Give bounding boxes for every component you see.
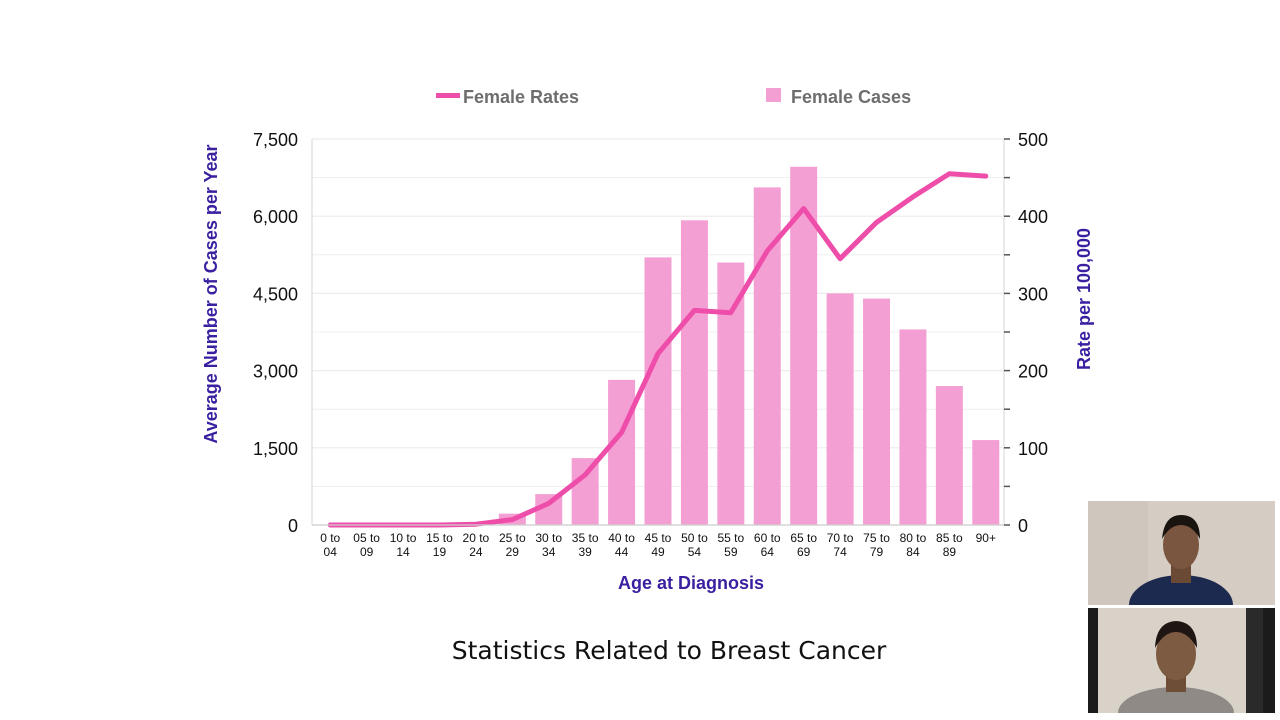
x-tick-label: 49 bbox=[651, 545, 665, 559]
legend: Female Rates Female Cases bbox=[436, 87, 911, 107]
bar-female-cases bbox=[899, 329, 927, 525]
y-right-tick-label: 300 bbox=[1018, 284, 1048, 304]
x-tick-label: 20 to bbox=[463, 531, 490, 545]
x-tick-label: 04 bbox=[324, 545, 338, 559]
x-tick-label: 15 to bbox=[426, 531, 453, 545]
y-right-tick-label: 0 bbox=[1018, 516, 1028, 536]
x-tick-label: 90+ bbox=[976, 531, 996, 545]
x-tick-label: 69 bbox=[797, 545, 811, 559]
participant-video-1[interactable] bbox=[1088, 501, 1275, 605]
participant-video-2[interactable] bbox=[1088, 608, 1275, 713]
x-tick-label: 54 bbox=[688, 545, 702, 559]
bar-female-cases bbox=[863, 298, 891, 525]
y-left-tick-label: 0 bbox=[288, 516, 298, 536]
x-tick-label: 59 bbox=[724, 545, 738, 559]
x-tick-label: 75 to bbox=[863, 531, 890, 545]
x-tick-label: 60 to bbox=[754, 531, 781, 545]
x-tick-label: 19 bbox=[433, 545, 447, 559]
x-tick-label: 14 bbox=[396, 545, 410, 559]
bar-female-cases bbox=[571, 458, 599, 525]
x-tick-label: 35 to bbox=[572, 531, 599, 545]
y-axis-left-title: Average Number of Cases per Year bbox=[201, 144, 221, 443]
legend-label-female-rates: Female Rates bbox=[463, 87, 579, 107]
x-tick-label: 84 bbox=[906, 545, 920, 559]
participant-avatar-1 bbox=[1088, 501, 1275, 605]
x-tick-label: 40 to bbox=[608, 531, 635, 545]
x-tick-label: 10 to bbox=[390, 531, 417, 545]
y-left-tick-label: 3,000 bbox=[253, 362, 298, 382]
x-tick-label: 44 bbox=[615, 545, 629, 559]
x-tick-label: 39 bbox=[578, 545, 592, 559]
x-tick-label: 34 bbox=[542, 545, 556, 559]
x-tick-label: 25 to bbox=[499, 531, 526, 545]
x-tick-label: 65 to bbox=[790, 531, 817, 545]
bar-female-cases bbox=[680, 220, 708, 526]
bar-female-cases bbox=[644, 257, 672, 525]
tick-labels: 0 1,500 3,000 4,500 6,000 7,500 0 100 200 300 400 5… bbox=[253, 130, 1048, 559]
x-tick-label: 64 bbox=[761, 545, 775, 559]
x-tick-label: 55 to bbox=[717, 531, 744, 545]
y-right-tick-label: 500 bbox=[1018, 130, 1048, 150]
axes bbox=[311, 138, 1010, 526]
legend-swatch-female-rates bbox=[436, 93, 460, 98]
x-tick-label: 79 bbox=[870, 545, 884, 559]
legend-label-female-cases: Female Cases bbox=[791, 87, 911, 107]
x-axis-title: Age at Diagnosis bbox=[618, 573, 764, 593]
bar-female-cases bbox=[935, 386, 963, 525]
x-tick-label: 05 to bbox=[353, 531, 380, 545]
y-axis-right-title: Rate per 100,000 bbox=[1074, 228, 1094, 370]
bar-female-cases bbox=[608, 379, 636, 525]
x-tick-label: 30 to bbox=[535, 531, 562, 545]
y-right-tick-label: 400 bbox=[1018, 207, 1048, 227]
x-tick-label: 09 bbox=[360, 545, 374, 559]
bar-female-cases bbox=[790, 166, 818, 526]
participant-avatar-2 bbox=[1088, 608, 1275, 713]
x-tick-label: 0 to bbox=[320, 531, 340, 545]
y-left-tick-label: 7,500 bbox=[253, 130, 298, 150]
x-tick-label: 74 bbox=[833, 545, 847, 559]
slide-caption: Statistics Related to Breast Cancer bbox=[451, 636, 887, 665]
y-right-tick-label: 200 bbox=[1018, 362, 1048, 382]
y-right-tick-label: 100 bbox=[1018, 439, 1048, 459]
x-tick-label: 24 bbox=[469, 545, 483, 559]
female-cases-bars bbox=[425, 166, 1000, 526]
x-tick-label: 45 to bbox=[645, 531, 672, 545]
x-tick-label: 85 to bbox=[936, 531, 963, 545]
legend-swatch-female-cases bbox=[766, 88, 781, 102]
y-left-tick-label: 1,500 bbox=[253, 439, 298, 459]
x-tick-label: 29 bbox=[506, 545, 520, 559]
bar-female-cases bbox=[972, 440, 1000, 525]
bar-female-cases bbox=[717, 262, 745, 525]
x-tick-label: 50 to bbox=[681, 531, 708, 545]
x-tick-label: 89 bbox=[943, 545, 957, 559]
x-tick-label: 80 to bbox=[900, 531, 927, 545]
x-tick-label: 70 to bbox=[827, 531, 854, 545]
y-left-tick-label: 6,000 bbox=[253, 207, 298, 227]
y-left-tick-label: 4,500 bbox=[253, 284, 298, 304]
bar-female-cases bbox=[826, 293, 854, 525]
